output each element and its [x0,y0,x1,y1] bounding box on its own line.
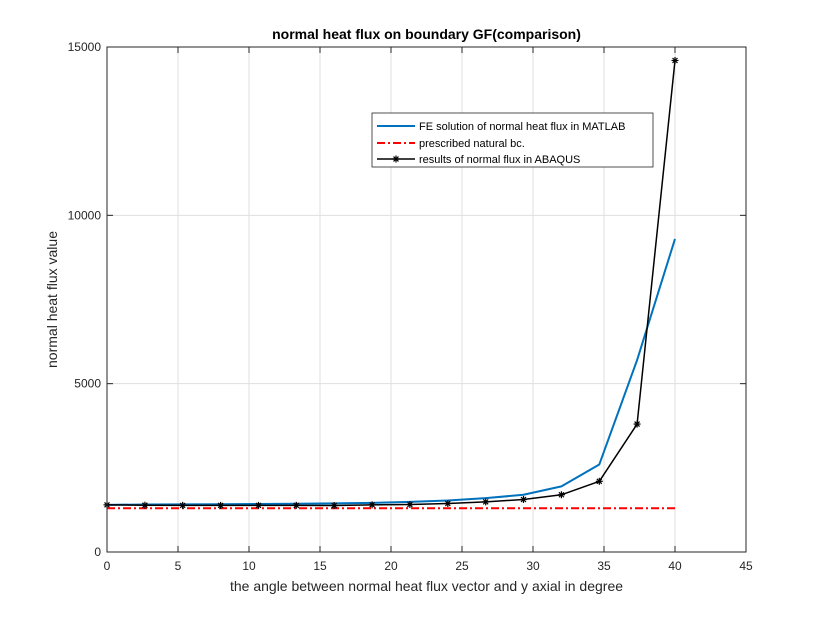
x-tick-label: 25 [455,559,469,573]
y-tick-label: 10000 [68,208,102,222]
data-point-marker [519,495,527,503]
legend: FE solution of normal heat flux in MATLA… [371,112,654,168]
plot-frame [106,46,747,553]
x-tick-label: 35 [597,559,611,573]
x-tick-label: 0 [104,559,111,573]
data-point-marker [141,501,149,509]
y-tick-label: 5000 [74,377,101,391]
data-point-marker [368,501,376,509]
data-point-marker [330,502,338,510]
data-point-marker [406,501,414,509]
series-line-abaqus [106,60,676,507]
x-tick-label: 20 [384,559,398,573]
x-tick-label: 5 [175,559,182,573]
legend-label-abaqus: results of normal flux in ABAQUS [419,154,580,166]
y-tick-label: 0 [94,545,101,559]
x-tick-label: 30 [526,559,540,573]
x-axis-label: the angle between normal heat flux vecto… [230,578,623,594]
series-line-matlab [106,238,676,506]
legend-label-matlab: FE solution of normal heat flux in MATLA… [419,121,625,133]
x-tick-label: 40 [668,559,682,573]
data-point-marker [292,501,300,509]
data-point-marker [179,501,187,509]
legend-label-prescribed: prescribed natural bc. [419,138,525,150]
data-point-marker [255,501,263,509]
x-tick-label: 10 [242,559,256,573]
data-point-marker [444,500,452,508]
legend-marker-abaqus [392,155,400,163]
y-tick-label: 15000 [68,40,102,54]
data-point-marker [671,56,679,64]
data-point-marker [595,477,603,485]
data-point-marker [633,420,641,428]
legend-box [371,112,654,168]
data-point-marker [557,491,565,499]
legend-asterisk-icon [392,155,400,163]
chart-title: normal heat flux on boundary GF(comparis… [272,26,581,42]
data-point-marker [217,501,225,509]
y-axis-label: normal heat flux value [44,231,60,368]
x-tick-label: 45 [739,559,753,573]
data-point-marker [482,498,490,506]
ticks: 0 5 10 15 20 25 30 35 40 45 0 5000 10000 15000 [68,40,753,573]
x-tick-label: 15 [313,559,327,573]
